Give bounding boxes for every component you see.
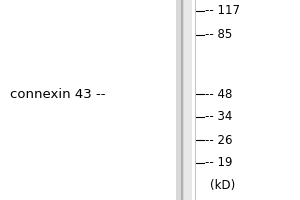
Bar xyxy=(176,0,184,200)
Bar xyxy=(184,0,192,200)
Text: -- 34: -- 34 xyxy=(205,110,232,123)
Text: connexin 43 --: connexin 43 -- xyxy=(11,88,106,100)
Text: -- 26: -- 26 xyxy=(205,134,232,146)
Text: -- 85: -- 85 xyxy=(205,28,232,42)
Bar xyxy=(181,0,183,200)
Text: -- 48: -- 48 xyxy=(205,88,232,100)
Text: (kD): (kD) xyxy=(211,179,236,192)
Text: -- 19: -- 19 xyxy=(205,156,232,169)
Text: -- 117: -- 117 xyxy=(205,4,240,18)
